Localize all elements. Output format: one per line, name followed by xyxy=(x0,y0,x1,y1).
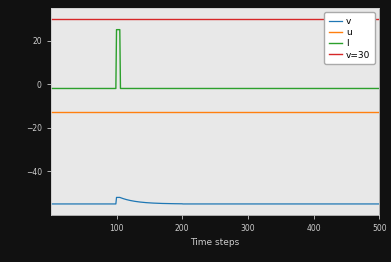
X-axis label: Time steps: Time steps xyxy=(190,238,240,247)
u xyxy=(206,111,211,114)
v xyxy=(376,202,381,205)
v xyxy=(369,202,374,205)
I xyxy=(244,87,249,90)
u xyxy=(317,111,322,114)
v xyxy=(207,202,212,205)
v=30 xyxy=(368,17,373,20)
v=30 xyxy=(376,17,381,20)
v xyxy=(48,202,53,205)
v xyxy=(205,202,210,205)
v=30 xyxy=(206,17,211,20)
v=30 xyxy=(226,17,231,20)
u xyxy=(368,111,373,114)
Line: v: v xyxy=(51,197,378,204)
u xyxy=(226,111,231,114)
I xyxy=(226,87,231,90)
u xyxy=(204,111,209,114)
v=30 xyxy=(317,17,322,20)
I xyxy=(207,87,212,90)
u xyxy=(376,111,381,114)
v=30 xyxy=(244,17,248,20)
Line: I: I xyxy=(51,30,378,89)
I xyxy=(369,87,374,90)
v xyxy=(226,202,231,205)
v=30 xyxy=(204,17,209,20)
I xyxy=(318,87,323,90)
Legend: v, u, I, v=30: v, u, I, v=30 xyxy=(324,12,375,64)
I xyxy=(376,87,381,90)
I xyxy=(205,87,210,90)
u xyxy=(48,111,53,114)
v xyxy=(244,202,249,205)
I xyxy=(48,87,53,90)
v=30 xyxy=(48,17,53,20)
I xyxy=(114,28,119,31)
v xyxy=(114,196,119,199)
u xyxy=(244,111,248,114)
v xyxy=(318,202,323,205)
